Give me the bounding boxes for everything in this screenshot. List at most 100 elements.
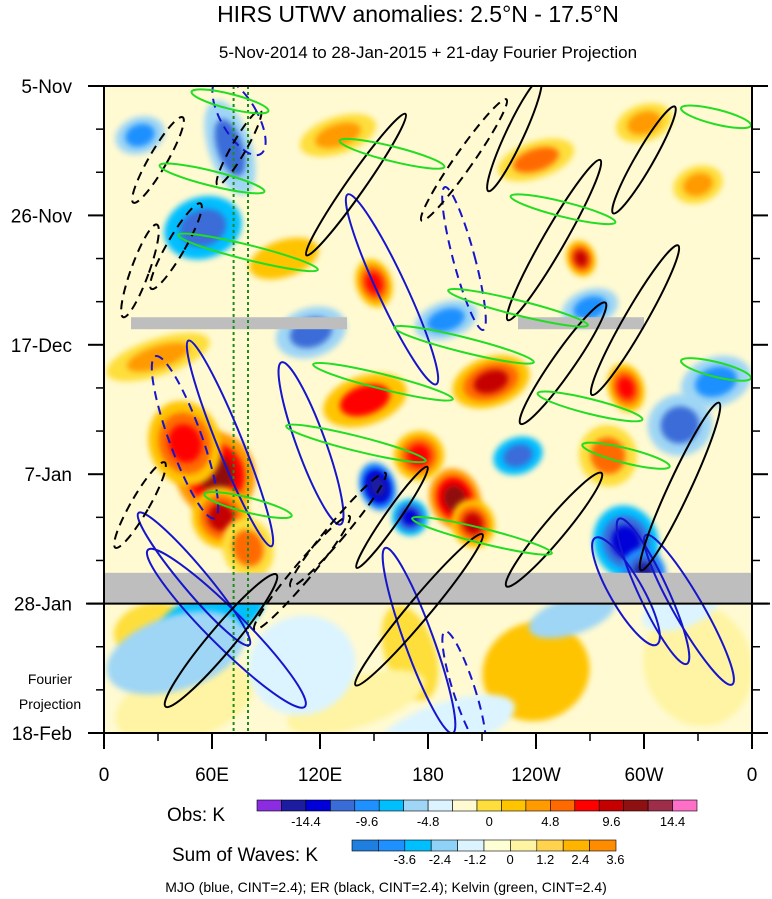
colorbar-swatch <box>256 799 282 812</box>
y-tick-label: 18-Feb <box>12 724 72 745</box>
kelvin-contour <box>393 324 535 365</box>
er-contour <box>355 465 429 569</box>
anomaly-blob <box>473 369 509 394</box>
anomaly-blob <box>528 593 616 639</box>
kelvin-contour <box>680 357 752 382</box>
colorbar-swatch <box>483 839 511 852</box>
anomaly-blob <box>513 147 559 173</box>
colorbar-swatch <box>404 839 432 852</box>
colorbar-tick-label: 0 <box>507 852 514 867</box>
anomaly-blob <box>503 444 533 468</box>
mjo-contour <box>441 186 487 332</box>
mjo-contour <box>441 630 487 733</box>
anomaly-blob <box>287 669 425 733</box>
anomaly-blob <box>683 173 713 197</box>
colorbar-tick-label: -14.4 <box>291 814 321 829</box>
kelvin-contour <box>509 193 617 226</box>
mjo-contour <box>145 547 307 709</box>
obs-colorbar: -14.4 -9.6 -4.8 0 4.8 9.6 14.4 <box>256 799 698 829</box>
colorbar-swatch <box>510 839 538 852</box>
plot-area <box>104 86 752 733</box>
colorbar-swatch <box>305 799 331 812</box>
er-contour <box>288 471 388 588</box>
er-contour <box>518 301 608 426</box>
mjo-contour <box>643 533 735 686</box>
kelvin-contour <box>190 88 270 115</box>
y-tick-label: 17-Dec <box>11 336 72 357</box>
obs-colorbar-label: Obs: K <box>167 805 225 826</box>
anomaly-blob <box>427 308 465 333</box>
colorbar-swatch <box>430 839 458 852</box>
y-tick-label: 26-Nov <box>11 206 73 227</box>
colorbar-swatch <box>378 799 404 812</box>
colorbar-swatch <box>647 799 673 812</box>
anomaly-blob <box>574 250 588 267</box>
mjo-contour <box>344 193 440 386</box>
chart-title: HIRS UTWV anomalies: 2.5°N - 17.5°N <box>217 1 619 27</box>
mjo-contour <box>615 517 691 666</box>
mjo-contour <box>211 86 267 157</box>
colorbar-swatch <box>574 799 600 812</box>
anomaly-blob <box>125 123 155 147</box>
kelvin-contour <box>536 390 644 423</box>
er-contour <box>215 109 263 187</box>
colorbar-tick-label: -9.6 <box>356 814 378 829</box>
er-contour <box>252 514 352 631</box>
chart-footer: MJO (blue, CINT=2.4); ER (black, CINT=2.… <box>165 879 607 895</box>
mjo-contour <box>150 354 220 520</box>
er-contour <box>149 202 203 291</box>
colorbar-tick-label: -3.6 <box>394 852 416 867</box>
colorbar-swatch <box>623 799 649 812</box>
er-contour <box>419 98 509 222</box>
colorbar-swatch <box>281 799 307 812</box>
y-tick-label: 28-Jan <box>14 595 72 616</box>
kelvin-contours <box>158 88 752 556</box>
colorbar-swatch <box>354 799 380 812</box>
colorbar-swatch <box>452 799 478 812</box>
anomaly-blob <box>249 237 319 280</box>
y-tick-label: 5-Nov <box>21 77 72 98</box>
er-contour <box>120 223 160 319</box>
er-contours <box>113 86 722 709</box>
anomaly-blob <box>463 512 483 535</box>
kelvin-contour <box>158 162 266 195</box>
colorbar-tick-label: 1.2 <box>536 852 554 867</box>
er-contour <box>113 461 167 549</box>
colorbar-tick-label: 2.4 <box>571 852 589 867</box>
colorbar-swatch <box>589 839 617 852</box>
colorbar-tick-label: -4.8 <box>417 814 439 829</box>
anomaly-blob <box>248 615 356 715</box>
colorbar-swatch <box>562 839 590 852</box>
anomaly-blob <box>339 384 391 417</box>
mjo-contour <box>136 511 252 647</box>
mjo-contours <box>136 86 735 733</box>
er-contour <box>304 112 408 257</box>
waves-colorbar-label: Sum of Waves: K <box>172 845 318 866</box>
axis-ticks: 5-Nov 26-Nov 17-Dec 7-Jan 28-Jan 18-Feb 0 60E 12… <box>11 77 768 786</box>
colorbar-swatch <box>501 799 527 812</box>
anomaly-blob <box>214 119 246 177</box>
kelvin-contour <box>312 361 454 402</box>
colorbar-tick-label: -2.4 <box>429 852 451 867</box>
missing-data-bands <box>104 317 752 604</box>
colorbar-swatch <box>457 839 485 852</box>
anomaly-blob <box>617 377 635 399</box>
anomaly-blob <box>315 122 361 149</box>
projection-label-line2: Projection <box>19 696 81 712</box>
mjo-contour <box>591 536 661 647</box>
colorbar-tick-label: 9.6 <box>602 814 620 829</box>
kelvin-contour <box>203 490 293 520</box>
colorbar-swatch <box>378 839 406 852</box>
er-contour <box>505 158 603 322</box>
x-tick-label: 0 <box>747 765 758 786</box>
colorbar-swatch <box>351 839 379 852</box>
er-contour <box>163 572 279 709</box>
colorbar-swatch <box>672 799 698 812</box>
kelvin-contour <box>285 423 427 464</box>
x-tick-label: 0 <box>99 765 110 786</box>
colorbar-swatch <box>427 799 453 812</box>
er-contour <box>589 244 681 397</box>
er-contour <box>638 401 722 572</box>
y-tick-label: 7-Jan <box>24 465 72 486</box>
